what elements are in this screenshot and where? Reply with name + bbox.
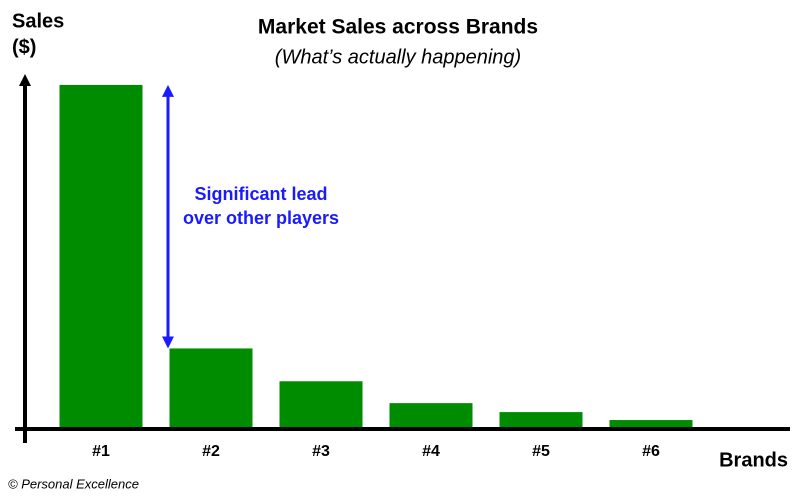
bar: [279, 381, 363, 427]
x-tick-label: #1: [92, 443, 110, 460]
y-axis-label: ($): [12, 36, 36, 58]
x-axis-label: Brands: [719, 449, 788, 471]
x-tick-label: #3: [312, 443, 330, 460]
credit: © Personal Excellence: [8, 476, 139, 491]
bar: [389, 403, 473, 427]
x-tick-label: #6: [642, 443, 660, 460]
annotation-text: Significant lead: [194, 184, 327, 204]
chart-title: Market Sales across Brands: [258, 16, 538, 39]
annotation-text: over other players: [183, 208, 339, 228]
y-axis-label: Sales: [12, 10, 64, 32]
x-tick-label: #5: [532, 443, 550, 460]
x-tick-label: #2: [202, 443, 220, 460]
bar: [169, 348, 253, 427]
x-tick-label: #4: [422, 443, 440, 460]
bar: [609, 420, 693, 427]
chart-subtitle: (What’s actually happening): [275, 46, 521, 68]
bar: [499, 412, 583, 427]
bar: [59, 84, 143, 427]
